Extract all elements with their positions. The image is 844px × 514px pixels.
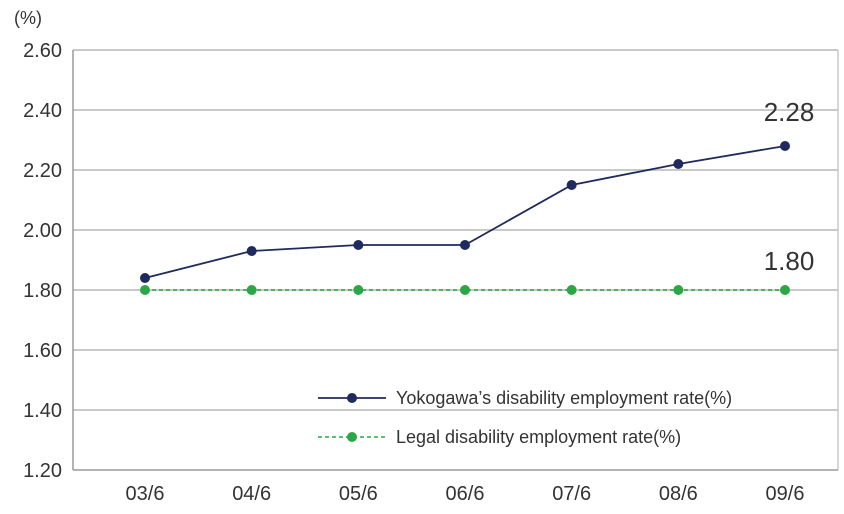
data-point bbox=[566, 285, 577, 295]
data-point bbox=[140, 273, 150, 283]
y-tick-label: 1.60 bbox=[23, 340, 62, 362]
y-tick-label: 2.20 bbox=[23, 160, 62, 182]
data-point bbox=[673, 159, 684, 169]
y-tick-label: 1.80 bbox=[23, 280, 62, 302]
legend-label: Legal disability employment rate(%) bbox=[396, 427, 681, 447]
data-point bbox=[673, 285, 684, 295]
y-tick-label: 1.20 bbox=[23, 460, 62, 482]
y-axis-unit-label: (%) bbox=[14, 8, 42, 28]
x-tick-label: 09/6 bbox=[766, 483, 805, 505]
data-point bbox=[353, 285, 364, 295]
y-tick-label: 2.60 bbox=[23, 40, 62, 62]
data-point bbox=[460, 240, 470, 250]
data-label: 1.80 bbox=[764, 246, 815, 276]
data-point bbox=[246, 285, 257, 295]
y-tick-label: 2.00 bbox=[23, 220, 62, 242]
x-tick-label: 07/6 bbox=[552, 483, 591, 505]
legend-marker bbox=[347, 432, 357, 442]
data-point bbox=[780, 141, 790, 151]
axes: 1.20 1.40 1.60 1.80 2.00 2.20 2.40 2.60 (%) 03/6 0… bbox=[14, 8, 839, 505]
data-label: 2.28 bbox=[764, 97, 815, 127]
series-lines bbox=[140, 141, 790, 295]
data-point bbox=[353, 240, 364, 250]
y-tick-label: 1.40 bbox=[23, 400, 62, 422]
legend-label: Yokogawa’s disability employment rate(%) bbox=[396, 388, 732, 408]
x-tick-label: 06/6 bbox=[446, 483, 485, 505]
y-tick-label: 2.40 bbox=[23, 100, 62, 122]
legend-marker bbox=[347, 393, 357, 403]
legend: Yokogawa’s disability employment rate(%)… bbox=[318, 388, 732, 447]
grid-lines bbox=[73, 49, 838, 411]
series-line bbox=[144, 145, 786, 279]
data-point bbox=[780, 285, 790, 295]
x-tick-label: 08/6 bbox=[659, 483, 698, 505]
x-tick-label: 03/6 bbox=[126, 483, 165, 505]
data-point bbox=[566, 180, 577, 190]
data-point bbox=[460, 285, 470, 295]
x-tick-label: 04/6 bbox=[232, 483, 271, 505]
data-point bbox=[246, 246, 257, 256]
data-labels: 2.28 1.80 bbox=[764, 97, 815, 276]
x-tick-label: 05/6 bbox=[339, 483, 378, 505]
data-point bbox=[140, 285, 150, 295]
